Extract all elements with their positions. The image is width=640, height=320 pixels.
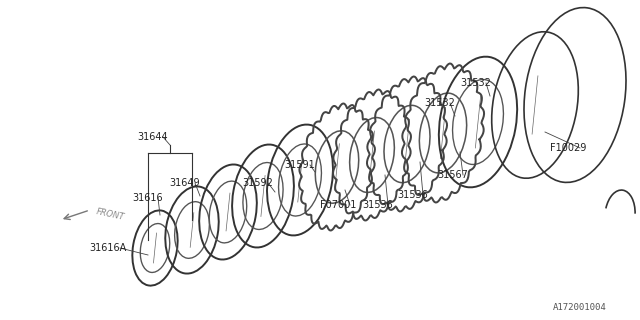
- Text: 31536: 31536: [397, 190, 428, 200]
- Text: 31616A: 31616A: [90, 243, 127, 253]
- Text: 31567: 31567: [438, 170, 468, 180]
- Text: A172001004: A172001004: [553, 303, 607, 313]
- Text: 31532: 31532: [424, 98, 456, 108]
- Text: FRONT: FRONT: [95, 208, 125, 222]
- Text: F07001: F07001: [320, 200, 356, 210]
- Text: 31592: 31592: [243, 178, 273, 188]
- Text: 31536: 31536: [363, 200, 394, 210]
- Text: 31649: 31649: [170, 178, 200, 188]
- Text: 31532: 31532: [461, 78, 492, 88]
- Text: 31591: 31591: [285, 160, 316, 170]
- Text: 31644: 31644: [138, 132, 168, 142]
- Text: F10029: F10029: [550, 143, 586, 153]
- Text: 31616: 31616: [132, 193, 163, 203]
